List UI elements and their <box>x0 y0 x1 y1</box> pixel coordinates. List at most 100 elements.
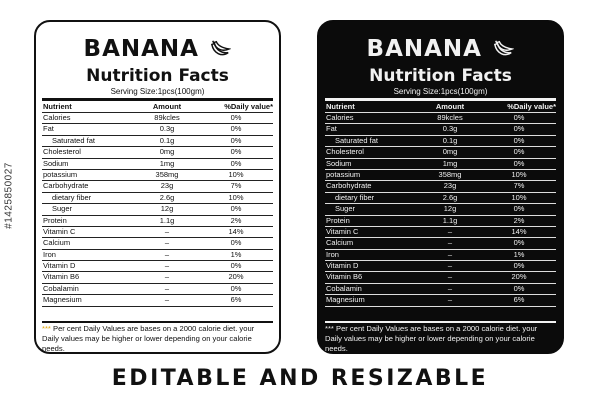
footnote: *** Per cent Daily Values are bases on a… <box>325 324 556 354</box>
table-row: Vitamin D – 0% <box>42 261 273 273</box>
nutrient-amount: 12g <box>160 204 174 214</box>
nutrient-daily-value: 10% <box>228 192 244 202</box>
footnote-stars: *** <box>325 324 334 333</box>
table-row: Cobalamin – 0% <box>42 283 273 296</box>
nutrient-amount: – <box>164 249 170 259</box>
nutrient-amount: 89kcles <box>437 113 463 122</box>
nutrient-name: Saturated fat <box>335 135 378 145</box>
nutrient-name: Vitamin C <box>326 226 359 236</box>
nutrient-name: Calories <box>326 113 354 122</box>
table-row: Iron – 1% <box>42 249 273 262</box>
table-row: Saturated fat 0.1g 0% <box>42 135 273 148</box>
table-row: Protein 1.1g 2% <box>325 216 556 227</box>
bottom-rule <box>42 321 273 323</box>
nutrient-daily-value: 0% <box>513 147 525 157</box>
nutrient-amount: 358mg <box>438 169 462 179</box>
nutrient-amount: 2.6g <box>159 192 175 202</box>
nutrient-daily-value: 0% <box>230 261 242 271</box>
table-row: Vitamin B6 – 20% <box>42 272 273 284</box>
nutrient-name: Calcium <box>43 238 71 248</box>
table-row: potassium 358mg 10% <box>42 169 273 182</box>
nutrient-name: Cholesterol <box>43 147 81 157</box>
nutrient-name: Protein <box>326 215 350 225</box>
table-row: Cholesterol 0mg 0% <box>325 147 556 159</box>
nutrient-amount: – <box>164 261 170 271</box>
nutrient-name: dietary fiber <box>335 192 375 202</box>
table-row: Vitamin C – 14% <box>42 226 273 239</box>
nutrient-name: Protein <box>43 215 67 225</box>
nutrient-daily-value: 14% <box>511 226 527 236</box>
nutrient-daily-value: 0% <box>230 147 242 157</box>
nutrient-daily-value: 0% <box>513 113 525 122</box>
nutrient-name: Suger <box>335 204 356 214</box>
nutrient-daily-value: 0% <box>513 261 525 271</box>
nutrient-amount: 0.3g <box>159 124 175 134</box>
table-row: Magnesium – 6% <box>42 295 273 307</box>
nutrient-amount: 0mg <box>159 147 175 157</box>
nutrient-name: Iron <box>43 249 56 259</box>
label-title-row: BANANA <box>319 36 562 62</box>
nutrient-daily-value: 6% <box>513 295 525 305</box>
nutrient-table: Nutrient Amount %Daily value* Calories 89… <box>325 101 556 307</box>
thick-rule <box>42 98 273 101</box>
nutrient-name: Vitamin B6 <box>43 272 80 282</box>
table-row: Sodium 1mg 0% <box>42 159 273 170</box>
nutrient-daily-value: 10% <box>511 169 527 179</box>
table-row: Calcium – 0% <box>325 238 556 250</box>
nutrient-name: Calories <box>43 113 71 122</box>
table-header: Nutrient Amount %Daily value* <box>325 101 556 113</box>
col-nutrient: Nutrient <box>43 102 72 111</box>
table-row: Protein 1.1g 2% <box>42 216 273 227</box>
nutrient-name: Magnesium <box>43 295 82 305</box>
nutrient-amount: 1mg <box>159 158 175 168</box>
nutrient-amount: – <box>447 226 453 236</box>
table-row: Vitamin C – 14% <box>325 226 556 239</box>
label-title: BANANA <box>83 36 199 62</box>
nutrient-name: potassium <box>326 169 361 179</box>
nutrient-amount: 89kcles <box>154 113 180 122</box>
nutrient-daily-value: 1% <box>230 249 242 259</box>
nutrient-name: dietary fiber <box>52 192 92 202</box>
label-title-row: BANANA <box>36 36 279 62</box>
nutrient-name: Cholesterol <box>326 147 364 157</box>
nutrient-daily-value: 0% <box>230 158 242 168</box>
nutrient-name: potassium <box>43 169 78 179</box>
nutrient-name: Fat <box>326 124 337 134</box>
footnote-stars: *** <box>42 324 51 333</box>
nutrition-facts-heading: Nutrition Facts <box>369 66 512 86</box>
nutrient-amount: 2.6g <box>442 192 458 202</box>
nutrient-name: Saturated fat <box>52 135 95 145</box>
table-row: Calcium – 0% <box>42 238 273 250</box>
nutrient-daily-value: 10% <box>228 169 244 179</box>
table-row: Sodium 1mg 0% <box>325 159 556 170</box>
nutrient-daily-value: 6% <box>230 295 242 305</box>
col-daily: %Daily value* <box>507 102 556 111</box>
nutrient-amount: 358mg <box>155 169 179 179</box>
nutrient-daily-value: 0% <box>230 124 242 134</box>
nutrient-daily-value: 0% <box>513 135 525 145</box>
nutrient-daily-value: 0% <box>230 113 242 122</box>
nutrient-daily-value: 0% <box>513 158 525 168</box>
col-amount: Amount <box>435 102 465 111</box>
table-row: Suger 12g 0% <box>325 204 556 216</box>
nutrient-amount: – <box>447 283 453 293</box>
nutrient-daily-value: 0% <box>513 283 525 293</box>
nutrient-daily-value: 14% <box>228 226 244 236</box>
nutrient-amount: 1.1g <box>159 215 175 225</box>
nutrient-daily-value: 20% <box>511 272 527 282</box>
nutrient-amount: – <box>447 272 453 282</box>
nutrient-name: Magnesium <box>326 295 365 305</box>
table-row: Fat 0.3g 0% <box>325 124 556 136</box>
nutrient-daily-value: 2% <box>230 215 242 225</box>
nutrient-name: Calcium <box>326 238 354 248</box>
nutrient-daily-value: 0% <box>513 124 525 134</box>
stock-id-text: #1425850027 <box>3 162 15 229</box>
col-amount: Amount <box>152 102 182 111</box>
table-row: Suger 12g 0% <box>42 204 273 216</box>
table-row: Vitamin B6 – 20% <box>325 272 556 284</box>
bottom-rule <box>325 321 556 323</box>
nutrient-daily-value: 0% <box>230 283 242 293</box>
table-header: Nutrient Amount %Daily value* <box>42 101 273 113</box>
nutrient-amount: – <box>447 295 453 305</box>
nutrient-name: Sodium <box>326 158 352 168</box>
